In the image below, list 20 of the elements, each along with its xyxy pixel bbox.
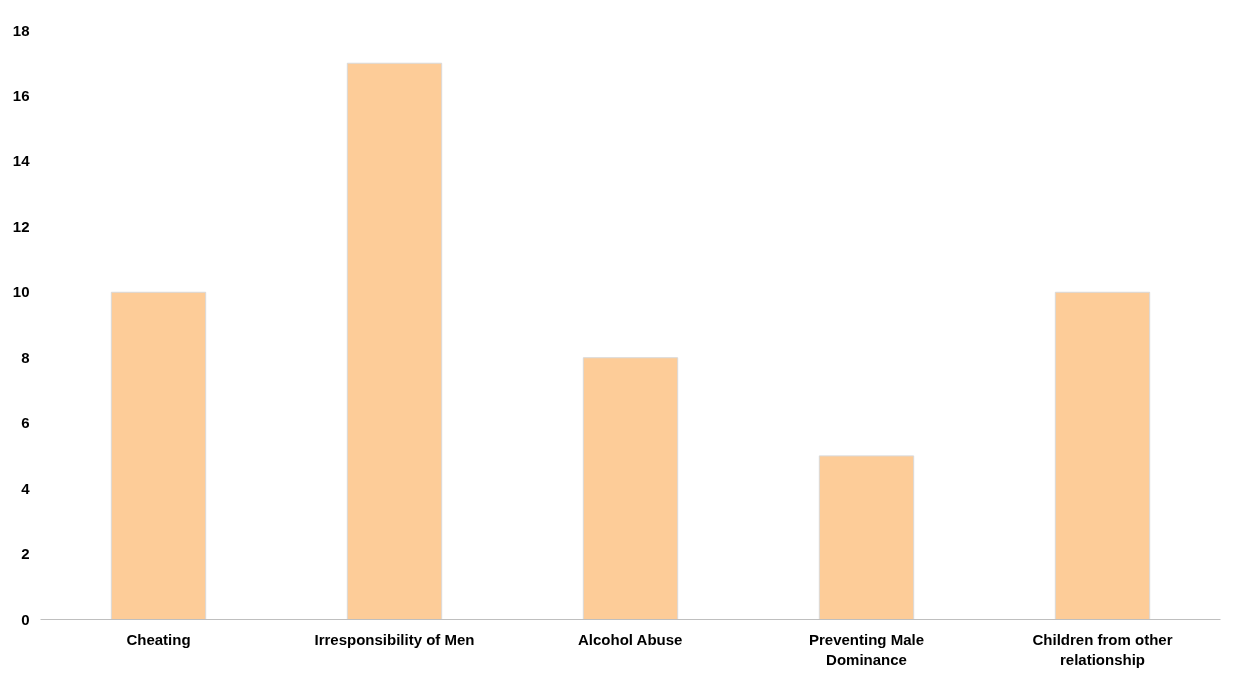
y-tick-label: 18 xyxy=(12,21,30,39)
y-tick-label: 2 xyxy=(21,545,30,563)
y-tick-label: 14 xyxy=(12,152,31,170)
x-tick-label: Irresponsibility of Men xyxy=(314,630,475,648)
x-tick-label: Children from other relationship xyxy=(1032,630,1173,668)
y-tick-label: 0 xyxy=(21,610,30,628)
y-tick-label: 8 xyxy=(21,348,30,366)
y-tick-label: 10 xyxy=(12,283,30,301)
x-tick-label: Alcohol Abuse xyxy=(578,630,683,648)
y-tick-label: 6 xyxy=(21,414,30,432)
y-tick-label: 16 xyxy=(12,86,30,104)
x-tick-label: Cheating xyxy=(126,630,191,648)
x-tick-label: Preventing Male Dominance xyxy=(808,630,925,668)
y-tick-label: 4 xyxy=(21,479,31,497)
bar xyxy=(346,62,443,620)
bar xyxy=(582,357,679,620)
bar xyxy=(818,455,915,620)
bar xyxy=(110,291,207,620)
bar xyxy=(1054,291,1151,620)
y-tick-label: 12 xyxy=(12,217,30,235)
